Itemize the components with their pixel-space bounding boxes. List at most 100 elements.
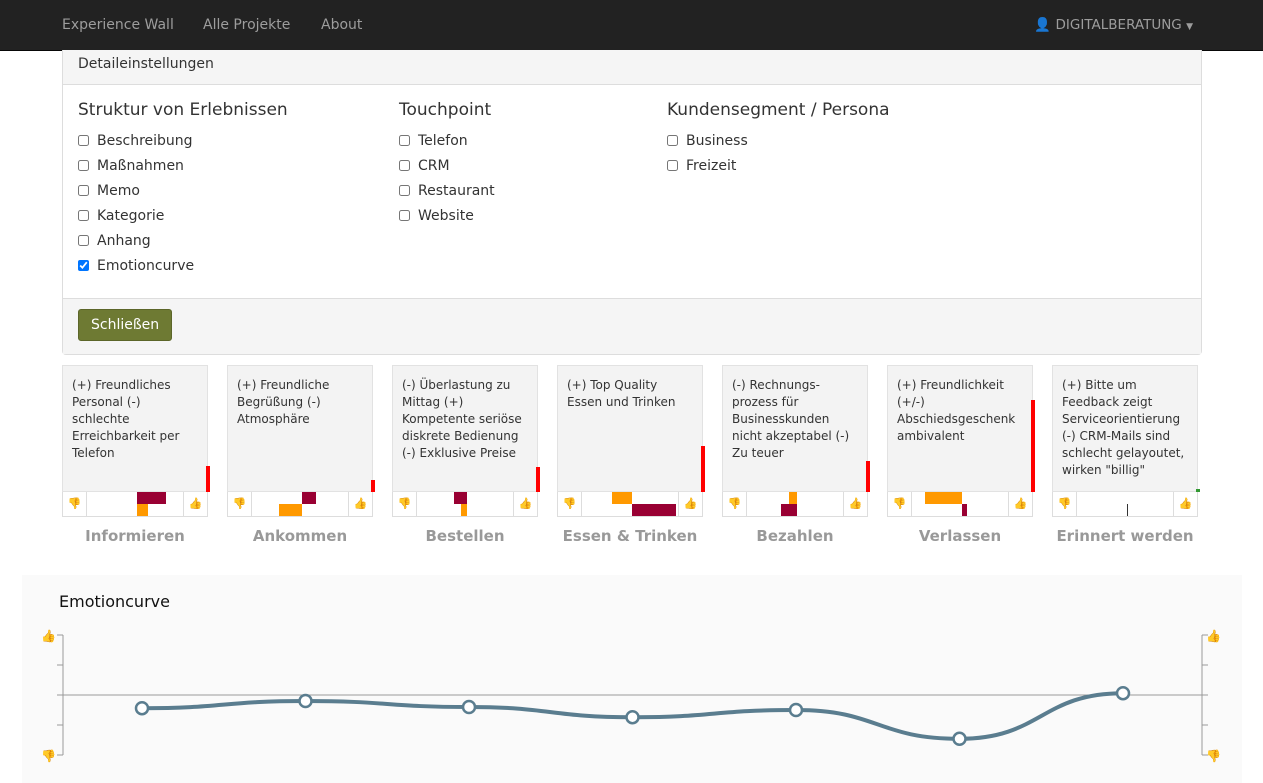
stage-label: Bezahlen [756, 527, 834, 545]
stage-description: (+) Freundliches Personal (-) schlechte … [62, 365, 208, 492]
filter-option[interactable]: CRM [399, 153, 495, 178]
rating-bar [206, 466, 210, 492]
filter-column-title: Struktur von Erlebnissen [78, 100, 288, 120]
filter-column-title: Touchpoint [399, 100, 492, 120]
stage-description: (+) Freundlichkeit (+/-) Abschiedsgesche… [887, 365, 1033, 492]
filter-column-title: Kundensegment / Persona [667, 100, 890, 120]
nav-about[interactable]: About [321, 17, 363, 33]
thumbs-up-icon[interactable]: 👍 [678, 492, 702, 516]
emotion-bar [278, 504, 302, 516]
checkbox[interactable] [399, 160, 410, 171]
emotion-bar [302, 492, 316, 504]
emotion-bar [788, 492, 797, 504]
checkbox[interactable] [78, 210, 89, 221]
emotion-bar-row: 👎 👍 [1052, 492, 1198, 517]
thumbs-up-icon: 👍 [1206, 629, 1221, 643]
filter-option[interactable]: Anhang [78, 228, 288, 253]
nav-experience-wall[interactable]: Experience Wall [62, 17, 174, 33]
option-label: CRM [418, 157, 450, 174]
filter-option[interactable]: Emotioncurve [78, 253, 288, 278]
emotion-bar [137, 492, 166, 504]
checkbox[interactable] [667, 160, 678, 171]
emotion-point [625, 709, 640, 725]
emotion-point [298, 693, 313, 709]
emotion-bar-row: 👎 👍 [227, 492, 373, 517]
stage-label: Bestellen [425, 527, 505, 545]
thumbs-down-icon[interactable]: 👎 [723, 492, 747, 516]
stage-card: (+) Freundlichkeit (+/-) Abschiedsgesche… [887, 365, 1037, 517]
checkbox[interactable] [78, 160, 89, 171]
option-label: Freizeit [686, 157, 737, 174]
stage-label: Essen & Trinken [562, 527, 698, 545]
thumbs-down-icon[interactable]: 👎 [63, 492, 87, 516]
stage-card: (-) Überlastung zu Mittag (+) Kompetente… [392, 365, 542, 517]
filter-option[interactable]: Maßnahmen [78, 153, 288, 178]
emotion-point [788, 702, 804, 718]
thumbs-up-icon[interactable]: 👍 [1173, 492, 1197, 516]
filter-option[interactable]: Website [399, 203, 495, 228]
option-label: Maßnahmen [97, 157, 184, 174]
option-label: Telefon [418, 132, 468, 149]
stage-card: (+) Freundliche Begrüßung (-) Atmosphäre… [227, 365, 377, 517]
caret-down-icon: ▼ [1186, 22, 1193, 32]
emotion-bar [632, 504, 676, 516]
emotion-bar-row: 👎 👍 [722, 492, 868, 517]
emotion-bar [780, 504, 797, 516]
rating-bar [1196, 489, 1200, 492]
navbar: Experience Wall Alle Projekte About 👤 DI… [0, 0, 1263, 51]
thumbs-up-icon[interactable]: 👍 [183, 492, 207, 516]
checkbox[interactable] [78, 185, 89, 196]
filter-column: Touchpoint Telefon CRM Restaurant Website [399, 100, 495, 228]
user-menu[interactable]: 👤 DIGITALBERATUNG ▼ [1034, 17, 1193, 33]
filter-option[interactable]: Restaurant [399, 178, 495, 203]
stage-card: (+) Bitte um Feedback zeigt Serviceorien… [1052, 365, 1202, 517]
emotion-bar [1127, 504, 1128, 516]
thumbs-down-icon[interactable]: 👎 [393, 492, 417, 516]
checkbox[interactable] [78, 235, 89, 246]
checkbox[interactable] [78, 135, 89, 146]
thumbs-up-icon[interactable]: 👍 [1008, 492, 1032, 516]
thumbs-up-icon[interactable]: 👍 [843, 492, 867, 516]
thumbs-up-icon: 👍 [41, 629, 56, 643]
thumbs-down-icon: 👎 [41, 749, 56, 763]
stage-description: (-) Rechnungs-prozess für Businesskunden… [722, 365, 868, 492]
option-label: Memo [97, 182, 140, 199]
option-label: Beschreibung [97, 132, 193, 149]
emotion-point [1115, 685, 1131, 701]
emotioncurve-panel: Emotioncurve 👍 👎 👍 👎 [22, 575, 1242, 783]
emotion-point [461, 699, 477, 715]
filter-option[interactable]: Kategorie [78, 203, 288, 228]
emotion-bar [453, 492, 467, 504]
checkbox[interactable] [78, 260, 89, 271]
filter-option[interactable]: Telefon [399, 128, 495, 153]
checkbox[interactable] [667, 135, 678, 146]
thumbs-down-icon[interactable]: 👎 [1053, 492, 1077, 516]
filter-option[interactable]: Business [667, 128, 890, 153]
emotion-bar [461, 504, 467, 516]
filter-option[interactable]: Memo [78, 178, 288, 203]
user-icon: 👤 [1034, 17, 1052, 33]
option-label: Restaurant [418, 182, 495, 199]
checkbox[interactable] [399, 210, 410, 221]
checkbox[interactable] [399, 185, 410, 196]
nav-alle-projekte[interactable]: Alle Projekte [203, 17, 291, 33]
thumbs-down-icon[interactable]: 👎 [888, 492, 912, 516]
emotion-bar-row: 👎 👍 [392, 492, 538, 517]
filter-option[interactable]: Beschreibung [78, 128, 288, 153]
emotion-bar-row: 👎 👍 [887, 492, 1033, 517]
thumbs-down-icon[interactable]: 👎 [558, 492, 582, 516]
stage-description: (+) Top Quality Essen und Trinken [557, 365, 703, 492]
checkbox[interactable] [399, 135, 410, 146]
thumbs-down-icon[interactable]: 👎 [228, 492, 252, 516]
option-label: Business [686, 132, 748, 149]
emotion-bar-row: 👎 👍 [557, 492, 703, 517]
thumbs-up-icon[interactable]: 👍 [348, 492, 372, 516]
stage-card: (-) Rechnungs-prozess für Businesskunden… [722, 365, 872, 517]
option-label: Website [418, 207, 474, 224]
thumbs-down-icon: 👎 [1206, 749, 1221, 763]
stage-label: Erinnert werden [1056, 527, 1194, 545]
thumbs-up-icon[interactable]: 👍 [513, 492, 537, 516]
close-button[interactable]: Schließen [78, 309, 173, 341]
filter-option[interactable]: Freizeit [667, 153, 890, 178]
stage-card: (+) Freundliches Personal (-) schlechte … [62, 365, 212, 517]
